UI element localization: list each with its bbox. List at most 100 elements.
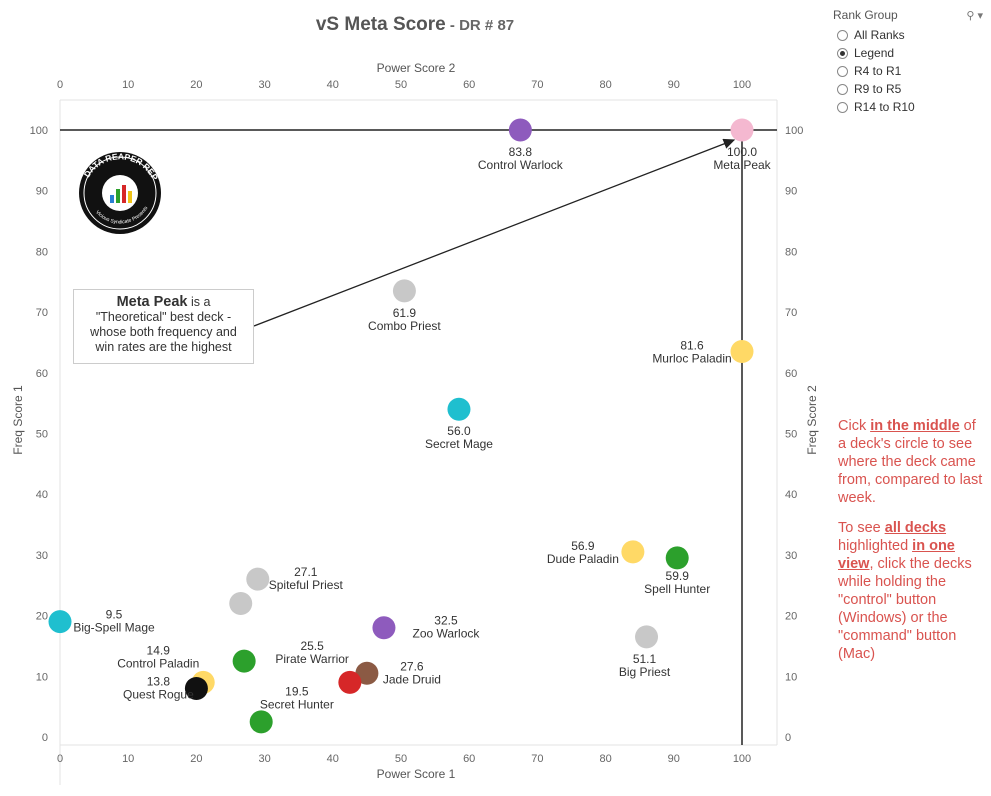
x2-tick-label: 100 [733, 79, 751, 91]
y-tick-label: 0 [42, 732, 48, 744]
radio-button[interactable] [837, 101, 848, 113]
data-point-score: 56.0 [447, 424, 471, 438]
filter-option[interactable]: Legend [833, 44, 983, 62]
data-point-label: Pirate Warrior [275, 652, 349, 666]
x-axis-title: Power Score 1 [377, 767, 456, 781]
filter-option-label: All Ranks [854, 28, 905, 42]
filter-option-label: R14 to R10 [854, 100, 915, 114]
data-point [508, 118, 532, 142]
chevron-down-icon[interactable]: ▾ [977, 9, 983, 22]
y-tick-label: 30 [36, 550, 48, 562]
rank-group-filter: Rank Group ⚲ ▾ All Ranks Legend R4 to R1 R9… [833, 8, 983, 116]
data-point-label: Zoo Warlock [412, 627, 480, 641]
filter-option[interactable]: R14 to R10 [833, 98, 983, 116]
x2-axis-title: Power Score 2 [377, 61, 456, 75]
data-point-score: 56.9 [571, 539, 595, 553]
y-tick-label: 40 [36, 489, 48, 501]
data-point-label: Jade Druid [383, 672, 441, 686]
instruction-1: Cick in the middle of a deck's circle to… [838, 418, 983, 506]
data-point [621, 540, 645, 564]
x-tick-label: 90 [668, 753, 680, 765]
data-point [249, 710, 273, 734]
y2-axis-title: Freq Score 2 [805, 385, 819, 455]
data-point-score: 61.9 [393, 306, 417, 320]
data-point-label: Big-Spell Mage [73, 621, 155, 635]
data-point-label: Spiteful Priest [269, 578, 344, 592]
y2-tick-label: 70 [785, 307, 797, 319]
y2-tick-label: 50 [785, 429, 797, 441]
search-icon[interactable]: ⚲ [966, 9, 975, 22]
data-point-label: Spell Hunter [644, 582, 710, 596]
data-point [372, 616, 396, 640]
data-point-label: Control Warlock [478, 158, 564, 172]
data-point-score: 100.0 [727, 145, 757, 159]
y-tick-label: 90 [36, 186, 48, 198]
y-tick-label: 50 [36, 429, 48, 441]
data-point-label: Control Paladin [117, 656, 199, 670]
data-point-label: Combo Priest [368, 319, 441, 333]
data-point-label: Murloc Paladin [652, 352, 731, 366]
data-point-score: 25.5 [300, 639, 324, 653]
x2-tick-label: 30 [258, 79, 270, 91]
y2-tick-label: 20 [785, 611, 797, 623]
y-tick-label: 70 [36, 307, 48, 319]
data-point [730, 340, 754, 364]
instructions-panel: Cick in the middle of a deck's circle to… [838, 417, 986, 675]
radio-button[interactable] [837, 29, 848, 41]
data-point-score: 81.6 [680, 339, 704, 353]
data-point [392, 279, 416, 303]
filter-option-label: Legend [854, 46, 895, 60]
note-line3: whose both frequency and [90, 325, 237, 339]
filter-option-label: R4 to R1 [854, 64, 902, 78]
data-point-label: Secret Hunter [260, 697, 334, 711]
y2-tick-label: 0 [785, 732, 791, 744]
data-point-score: 32.5 [434, 614, 458, 628]
x2-tick-label: 60 [463, 79, 475, 91]
data-point-label: Meta Peak [713, 158, 771, 172]
data-point [355, 661, 379, 685]
y-tick-label: 60 [36, 368, 48, 380]
x2-tick-label: 0 [57, 79, 63, 91]
x-tick-label: 80 [599, 753, 611, 765]
filter-option[interactable]: All Ranks [833, 26, 983, 44]
x-tick-label: 30 [258, 753, 270, 765]
data-reaper-logo: DATA REAPER REPORT Vicious Syndicate Pre… [70, 143, 168, 235]
data-point [246, 567, 270, 591]
x2-tick-label: 10 [122, 79, 134, 91]
y2-tick-label: 30 [785, 550, 797, 562]
radio-button[interactable] [837, 47, 848, 59]
data-point-label: Big Priest [619, 665, 671, 679]
data-point [447, 397, 471, 421]
data-point-label: Dude Paladin [547, 552, 619, 566]
y2-tick-label: 10 [785, 671, 797, 683]
data-point [229, 591, 253, 615]
y2-tick-label: 80 [785, 246, 797, 258]
x-tick-label: 100 [733, 753, 751, 765]
x-tick-label: 50 [395, 753, 407, 765]
filter-option[interactable]: R9 to R5 [833, 80, 983, 98]
chart-axes: 0 0 10 10 20 20 30 30 40 40 50 50 60 60 70 70 80 80 90 90 10… [11, 61, 819, 785]
y-tick-label: 10 [36, 671, 48, 683]
meta-peak-note: Meta Peak is a "Theoretical" best deck -… [73, 289, 254, 364]
x2-tick-label: 20 [190, 79, 202, 91]
x2-tick-label: 50 [395, 79, 407, 91]
radio-button[interactable] [837, 83, 848, 95]
filter-option-label: R9 to R5 [854, 82, 902, 96]
y-axis-title: Freq Score 1 [11, 385, 25, 455]
y-tick-label: 100 [30, 125, 48, 137]
meta-peak-arrow [253, 138, 736, 327]
radio-button[interactable] [837, 65, 848, 77]
data-point-label: Secret Mage [425, 437, 493, 451]
filter-option[interactable]: R4 to R1 [833, 62, 983, 80]
y-tick-label: 80 [36, 246, 48, 258]
instruction-2: To see all decks highlighted in one view… [838, 520, 972, 662]
x-tick-label: 40 [327, 753, 339, 765]
data-point-score: 19.5 [285, 684, 309, 698]
chart-title: vS Meta Score [315, 14, 446, 35]
note-bold: Meta Peak [116, 294, 188, 310]
reference-lines [60, 125, 777, 745]
page-title: vS Meta Score - DR # 87 [0, 14, 830, 36]
data-point-score: 27.1 [294, 565, 318, 579]
data-point-score: 51.1 [633, 652, 657, 666]
